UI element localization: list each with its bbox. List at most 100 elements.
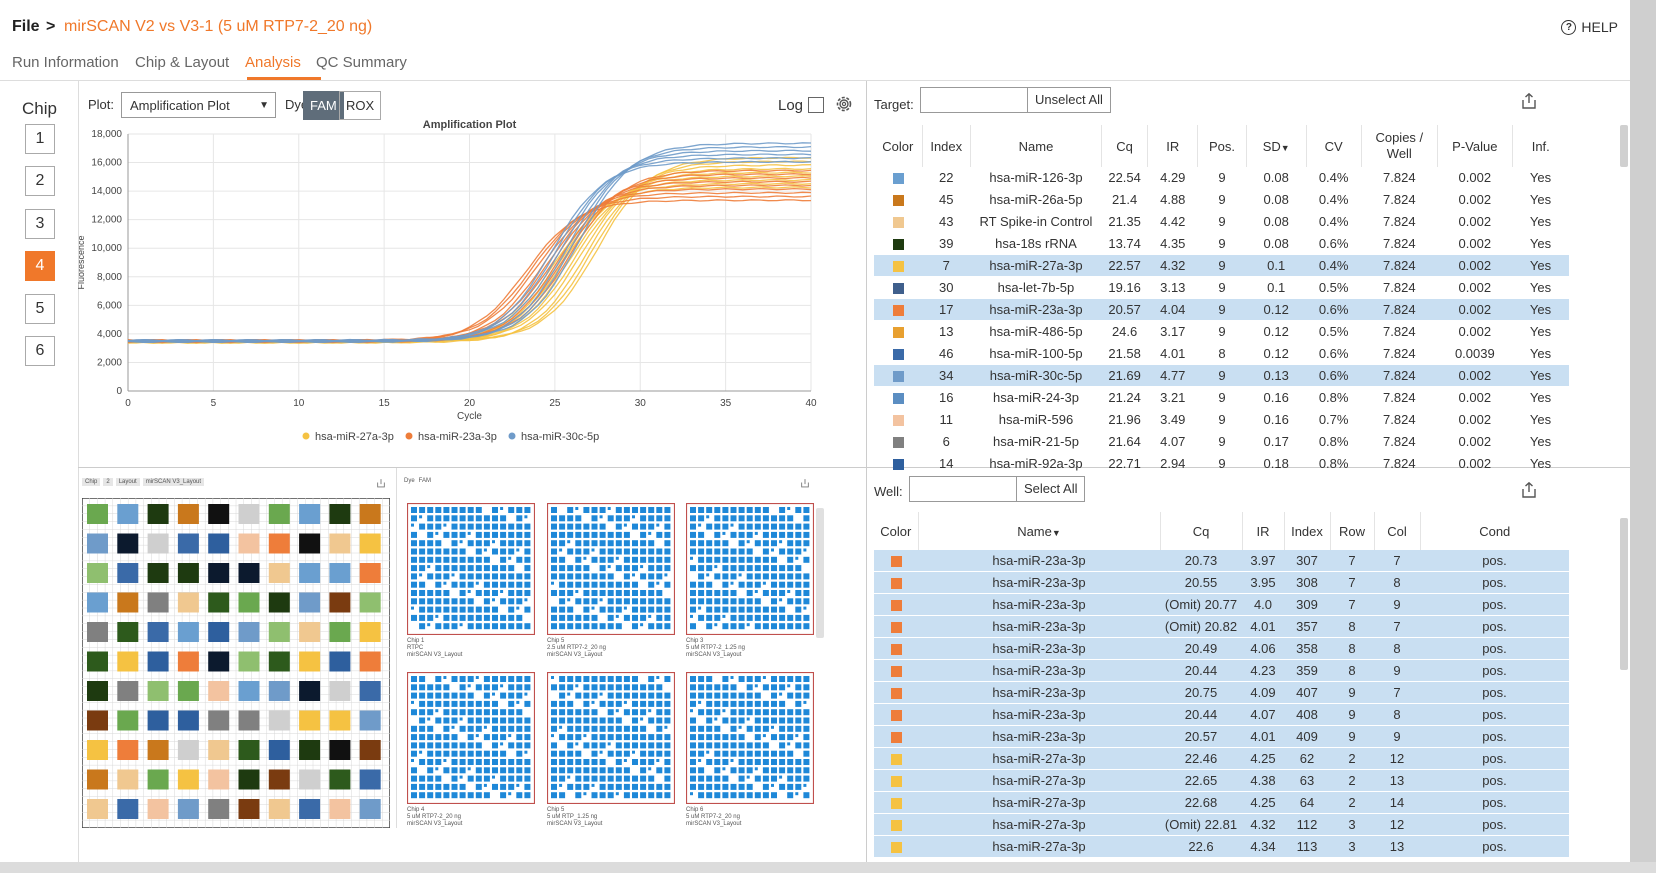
chip-button-5[interactable]: 5 [25, 294, 55, 324]
column-header-index[interactable]: Index [921, 125, 971, 167]
assay-block[interactable] [268, 651, 290, 672]
gear-icon[interactable] [834, 94, 854, 114]
assay-block[interactable] [359, 740, 381, 760]
assay-block[interactable] [177, 769, 199, 790]
assay-block[interactable] [87, 622, 108, 642]
well-table-row[interactable]: hsa-miR-23a-3p 20.73 3.97 307 7 7 pos. [874, 550, 1569, 572]
chip-button-1[interactable]: 1 [25, 124, 55, 154]
assay-block[interactable] [359, 592, 381, 613]
log-checkbox[interactable] [808, 97, 824, 113]
dye-fam-button[interactable]: FAM [303, 91, 344, 120]
column-header-copies[interactable]: Copies / Well [1360, 125, 1438, 167]
assay-block[interactable] [238, 533, 260, 554]
assay-block[interactable] [268, 622, 290, 642]
export-icon[interactable] [376, 478, 386, 488]
target-table-row[interactable]: 7 hsa-miR-27a-3p 22.57 4.32 9 0.1 0.4% 7.824 0.0… [874, 254, 1569, 277]
target-table-row[interactable]: 39 hsa-18s rRNA 13.74 4.35 9 0.08 0.6% 7.824 0.0… [874, 232, 1569, 255]
tab-chip-layout[interactable]: Chip & Layout [135, 54, 230, 71]
assay-block[interactable] [117, 592, 139, 613]
assay-block[interactable] [147, 504, 169, 524]
assay-block[interactable] [147, 533, 169, 554]
well-table-scrollbar[interactable] [1620, 518, 1628, 670]
target-table-scrollbar[interactable] [1620, 125, 1628, 167]
assay-block[interactable] [177, 563, 199, 583]
assay-block[interactable] [147, 740, 169, 760]
assay-block[interactable] [87, 533, 108, 554]
target-table-row[interactable]: 14 hsa-miR-92a-3p 22.71 2.94 9 0.18 0.8% 7.824 0… [874, 452, 1569, 475]
assay-block[interactable] [208, 769, 230, 790]
assay-block[interactable] [117, 533, 139, 554]
assay-block[interactable] [177, 710, 199, 731]
assay-block[interactable] [117, 622, 139, 642]
assay-block[interactable] [208, 681, 230, 701]
target-table-row[interactable]: 22 hsa-miR-126-3p 22.54 4.29 9 0.08 0.4% 7.824 0… [874, 167, 1569, 189]
column-header-index[interactable]: Index [1283, 512, 1330, 550]
assay-block[interactable] [238, 504, 260, 524]
assay-block[interactable] [238, 592, 260, 613]
assay-block[interactable] [359, 504, 381, 524]
assay-block[interactable] [208, 651, 230, 672]
assay-block[interactable] [87, 592, 108, 613]
well-table-row[interactable]: hsa-miR-27a-3p 22.46 4.25 62 2 12 pos. [874, 747, 1569, 770]
assay-block[interactable] [208, 740, 230, 760]
column-header-col[interactable]: Col [1373, 512, 1420, 550]
assay-block[interactable] [87, 563, 108, 583]
assay-block[interactable] [268, 740, 290, 760]
assay-block[interactable] [359, 799, 381, 819]
thumbnail-scrollbar[interactable] [816, 508, 824, 638]
assay-block[interactable] [117, 740, 139, 760]
layout-crumb-layout-name[interactable]: mirSCAN V3_Layout [142, 478, 205, 486]
column-header-color[interactable]: Color [880, 523, 912, 539]
assay-block[interactable] [177, 622, 199, 642]
assay-block[interactable] [177, 504, 199, 524]
assay-block[interactable] [359, 710, 381, 731]
help-button[interactable]: ? HELP [1561, 19, 1618, 35]
dye-rox-button[interactable]: ROX [339, 91, 382, 120]
well-table-row[interactable]: hsa-miR-27a-3p 22.6 4.34 113 3 13 pos. [874, 835, 1569, 858]
well-table-row[interactable]: hsa-miR-23a-3p 20.75 4.09 407 9 7 pos. [874, 681, 1569, 704]
target-table-row[interactable]: 43 RT Spike-in Control 21.35 4.42 9 0.08 0.4% 7… [874, 210, 1569, 233]
assay-block[interactable] [268, 799, 290, 819]
tab-analysis[interactable]: Analysis [245, 54, 301, 71]
layout-crumb-layout[interactable]: Layout [115, 478, 140, 486]
assay-block[interactable] [238, 710, 260, 731]
assay-block[interactable] [238, 563, 260, 583]
assay-block[interactable] [268, 504, 290, 524]
assay-block[interactable] [208, 710, 230, 731]
unselect-all-button[interactable]: Unselect All [1027, 87, 1111, 113]
export-icon[interactable] [800, 478, 810, 488]
column-header-cq[interactable]: Cq [1101, 125, 1148, 167]
assay-block[interactable] [147, 651, 169, 672]
column-header-color[interactable]: Color [882, 138, 914, 154]
assay-block[interactable] [299, 799, 321, 819]
assay-block[interactable] [147, 769, 169, 790]
chip-thumbnail[interactable]: Chip 1 RTPC mirSCAN V3_Layout [406, 502, 536, 663]
assay-block[interactable] [299, 504, 321, 524]
well-table-row[interactable]: hsa-miR-23a-3p 20.57 4.01 409 9 9 pos. [874, 725, 1569, 748]
assay-block[interactable] [117, 651, 139, 672]
select-all-button[interactable]: Select All [1016, 476, 1086, 502]
assay-block[interactable] [238, 622, 260, 642]
target-table-row[interactable]: 45 hsa-miR-26a-5p 21.4 4.88 9 0.08 0.4% 7.824 0.… [874, 188, 1569, 211]
assay-block[interactable] [359, 622, 381, 642]
well-table-row[interactable]: hsa-miR-23a-3p 20.44 4.23 359 8 9 pos. [874, 659, 1569, 682]
assay-block[interactable] [329, 651, 351, 672]
assay-block[interactable] [238, 651, 260, 672]
export-icon[interactable] [1520, 481, 1538, 499]
column-header-row[interactable]: Row [1329, 512, 1374, 550]
assay-block[interactable] [87, 710, 108, 731]
assay-block[interactable] [299, 740, 321, 760]
assay-block[interactable] [117, 769, 139, 790]
assay-block[interactable] [268, 710, 290, 731]
column-header-cv[interactable]: CV [1305, 125, 1361, 167]
assay-block[interactable] [359, 651, 381, 672]
assay-block[interactable] [177, 681, 199, 701]
column-header-name[interactable]: Name [969, 125, 1102, 167]
tab-qc-summary[interactable]: QC Summary [316, 54, 407, 71]
target-table-row[interactable]: 30 hsa-let-7b-5p 19.16 3.13 9 0.1 0.5% 7.824 0.0… [874, 276, 1569, 299]
assay-block[interactable] [299, 563, 321, 583]
